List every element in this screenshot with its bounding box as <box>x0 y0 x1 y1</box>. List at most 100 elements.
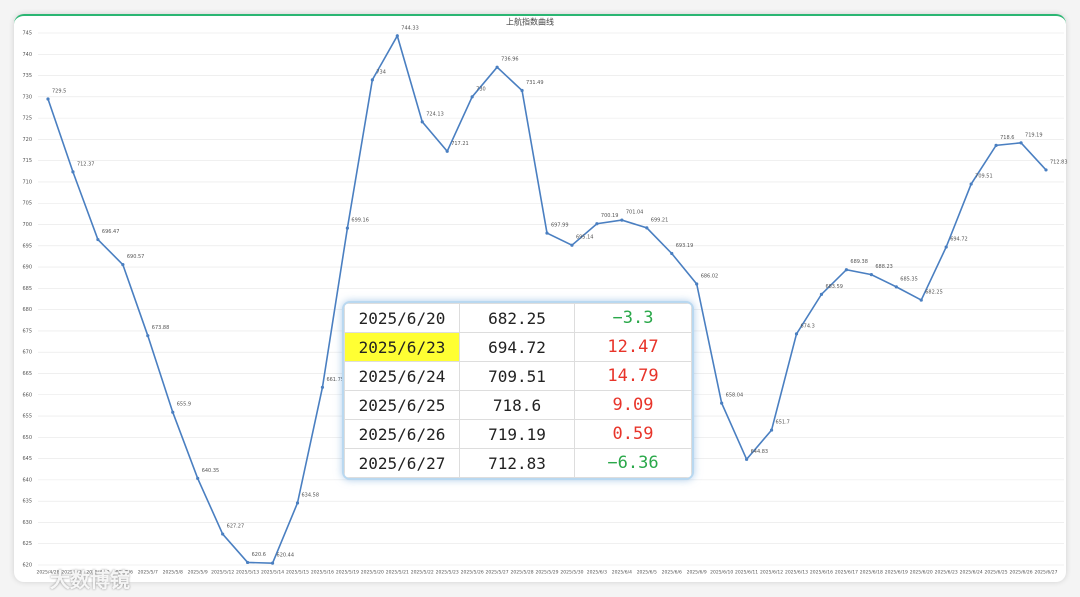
point <box>794 332 799 336</box>
value-label: 682.25 <box>925 290 943 296</box>
value-label: 718.6 <box>1000 135 1014 141</box>
y-tick-label: 705 <box>22 201 32 207</box>
point <box>994 143 998 147</box>
point <box>246 560 250 565</box>
x-tick-label: 2025/6/3 <box>587 570 607 576</box>
value-label: 731.49 <box>526 80 544 86</box>
x-tick-label: 2025/6/6 <box>662 570 682 576</box>
value-label: 693.19 <box>676 243 694 249</box>
data-table: 2025/6/20 682.25 −3.3 2025/6/23 694.72 12.47 2… <box>342 301 694 480</box>
value-label: 658.04 <box>726 393 744 399</box>
value-label: 688.23 <box>875 264 893 270</box>
card <box>14 14 1066 582</box>
point <box>46 97 50 101</box>
value-label: 729.5 <box>52 88 66 94</box>
point <box>171 410 175 414</box>
y-tick-label: 710 <box>22 179 32 185</box>
value-label: 640.35 <box>202 468 220 474</box>
value-label: 712.83 <box>1050 159 1068 165</box>
point <box>295 501 300 505</box>
y-tick-label: 675 <box>22 328 32 334</box>
table-row: 2025/6/23 694.72 12.47 <box>344 332 692 362</box>
y-tick-label: 740 <box>22 52 32 58</box>
x-tick-label: 2025/5/26 <box>461 570 484 576</box>
y-tick-label: 700 <box>22 222 32 228</box>
y-tick-label: 660 <box>22 392 32 398</box>
table-cell: 0.59 <box>574 419 692 449</box>
x-tick-label: 2025/5/6 <box>113 570 133 576</box>
table-cell: 2025/6/20 <box>344 303 460 333</box>
point <box>570 243 574 247</box>
point <box>819 292 824 296</box>
point <box>420 120 424 124</box>
point <box>495 65 499 69</box>
x-tick-label: 2025/6/16 <box>810 570 833 576</box>
value-label: 719.19 <box>1025 132 1043 138</box>
value-label: 620.6 <box>252 552 266 558</box>
point <box>96 237 100 242</box>
point <box>221 532 225 536</box>
x-tick-label: 2025/5/27 <box>486 570 509 576</box>
x-tick-label: 2025/5/23 <box>436 570 459 576</box>
y-tick-label: 695 <box>22 243 32 249</box>
value-label: 696.47 <box>102 229 120 235</box>
table-cell: 2025/6/25 <box>344 390 460 420</box>
table-cell: 718.6 <box>459 390 575 420</box>
table-cell: 719.19 <box>459 419 575 449</box>
y-tick-label: 645 <box>22 456 32 462</box>
x-tick-label: 2025/4/28 <box>36 570 59 576</box>
point <box>146 334 150 338</box>
x-tick-label: 2025/6/13 <box>785 570 808 576</box>
point <box>720 401 724 405</box>
value-label: 699.21 <box>651 217 669 223</box>
chart-title: 上航指数曲线 <box>506 17 554 27</box>
value-label: 701.04 <box>626 210 644 216</box>
point <box>270 561 275 565</box>
point <box>470 95 474 99</box>
x-tick-label: 2025/6/24 <box>960 570 983 576</box>
x-tick-label: 2025/6/9 <box>687 570 707 576</box>
y-tick-label: 650 <box>22 435 32 441</box>
y-tick-label: 735 <box>22 73 32 79</box>
x-tick-label: 2025/5/14 <box>261 570 284 576</box>
x-tick-label: 2025/5/9 <box>188 570 208 576</box>
x-tick-label: 2025/5/22 <box>411 570 434 576</box>
value-label: 686.02 <box>701 274 719 280</box>
value-label: 634.58 <box>302 492 320 498</box>
point <box>745 457 749 461</box>
point <box>670 251 674 256</box>
table-row: 2025/6/25 718.6 9.09 <box>344 390 692 420</box>
x-tick-label: 2025/6/23 <box>935 570 958 576</box>
x-tick-label: 2025/6/4 <box>612 570 632 576</box>
value-label: 683.59 <box>825 284 843 290</box>
y-tick-label: 665 <box>22 371 32 377</box>
table-row: 2025/6/24 709.51 14.79 <box>344 361 692 391</box>
x-tick-label: 2025/5/8 <box>163 570 183 576</box>
x-tick-label: 2025/6/25 <box>985 570 1008 576</box>
y-tick-label: 745 <box>22 31 32 37</box>
value-label: 699.16 <box>351 218 369 224</box>
x-tick-label: 2025/6/11 <box>735 570 758 576</box>
value-label: 674.3 <box>801 323 815 329</box>
x-tick-label: 2025/6/27 <box>1034 570 1057 576</box>
table-cell: 14.79 <box>574 361 692 391</box>
y-tick-label: 625 <box>22 541 32 547</box>
point <box>445 149 449 153</box>
x-tick-label: 2025/4/29 <box>61 570 84 576</box>
value-label: 712.37 <box>77 161 95 167</box>
value-label: 661.75 <box>326 377 344 383</box>
point <box>121 263 125 267</box>
point <box>71 170 75 174</box>
point <box>919 298 923 302</box>
value-label: 690.57 <box>127 254 145 260</box>
point <box>595 222 599 226</box>
x-tick-label: 2025/6/17 <box>835 570 858 576</box>
value-label: 744.33 <box>401 25 419 31</box>
watermark: 大数博镜 <box>50 568 130 592</box>
y-tick-label: 620 <box>22 563 32 569</box>
table-cell: 682.25 <box>459 303 575 333</box>
x-tick-label: 2025/5/15 <box>286 570 309 576</box>
table-cell: 2025/6/26 <box>344 419 460 449</box>
value-label: 697.99 <box>551 223 569 229</box>
x-tick-label: 2025/5/13 <box>236 570 259 576</box>
